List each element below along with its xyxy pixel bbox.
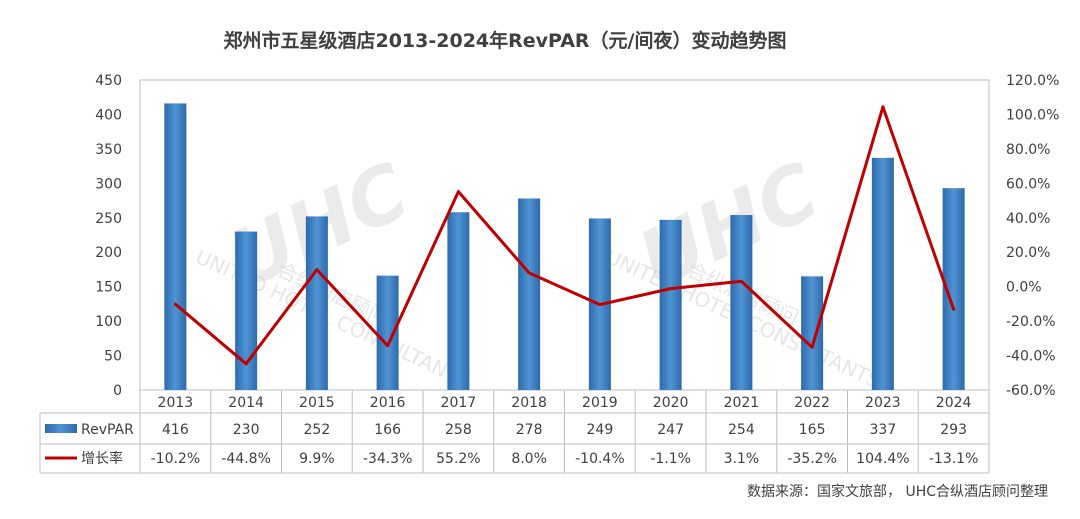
data-label: 278: [516, 422, 543, 438]
source-note: 数据来源：国家文旅部， UHC合纵酒店顾问整理: [747, 483, 1048, 500]
right-tick-label: 60.0%: [1006, 176, 1050, 192]
bar-2015: [305, 216, 328, 390]
data-label: 55.2%: [436, 451, 480, 467]
x-tick-label: 2015: [299, 395, 335, 411]
left-tick-label: 50: [104, 349, 122, 365]
x-tick-label: 2022: [794, 395, 830, 411]
data-label: -10.4%: [575, 451, 625, 467]
data-label: 8.0%: [511, 451, 547, 467]
bar-series: [164, 103, 965, 390]
growth-point-2015: [315, 268, 319, 272]
bar-2023: [871, 157, 894, 390]
data-label: 337: [870, 422, 897, 438]
x-tick-label: 2018: [511, 395, 547, 411]
legend-label-revpar: RevPAR: [81, 422, 134, 438]
bar-2022: [801, 276, 824, 390]
left-axis: 0 50 100 150 200 250 300 350 400 450: [95, 73, 122, 399]
left-tick-label: 450: [95, 73, 122, 89]
data-label: 165: [799, 422, 826, 438]
right-tick-label: 40.0%: [1006, 211, 1050, 227]
left-tick-label: 200: [95, 245, 122, 261]
data-label: -34.3%: [363, 451, 413, 467]
right-tick-label: 20.0%: [1006, 245, 1050, 261]
left-tick-label: 300: [95, 176, 122, 192]
bar-2024: [942, 188, 965, 390]
left-tick-label: 350: [95, 142, 122, 158]
data-table: 2013 2014 2015 2016 2017 2018 2019 2020 2021 2022…: [39, 390, 990, 474]
bar-2017: [447, 212, 470, 390]
right-tick-label: 120.0%: [1006, 73, 1059, 89]
data-label: -44.8%: [221, 451, 271, 467]
x-tick-label: 2016: [370, 395, 406, 411]
data-label: 104.4%: [856, 451, 909, 467]
left-tick-label: 400: [95, 107, 122, 123]
data-label: -13.1%: [929, 451, 979, 467]
growth-point-2014: [244, 362, 248, 366]
left-tick-label: 250: [95, 211, 122, 227]
growth-point-2016: [386, 344, 390, 348]
right-axis: -60.0% -40.0% -20.0% 0.0% 20.0% 40.0% 60.0% 80.…: [1006, 73, 1059, 399]
data-label: 166: [374, 422, 401, 438]
right-tick-label: 80.0%: [1006, 142, 1050, 158]
data-label: 293: [940, 422, 967, 438]
right-tick-label: -40.0%: [1006, 349, 1056, 365]
data-label: 9.9%: [299, 451, 335, 467]
x-tick-label: 2020: [653, 395, 689, 411]
data-label: -1.1%: [650, 451, 691, 467]
x-tick-label: 2017: [441, 395, 477, 411]
left-tick-label: 100: [95, 314, 122, 330]
growth-point-2013: [173, 302, 177, 306]
legend-label-growth: 增长率: [81, 450, 123, 467]
data-label: 252: [304, 422, 331, 438]
x-tick-label: 2013: [158, 395, 194, 411]
line-series: [173, 105, 956, 366]
data-label: 254: [728, 422, 755, 438]
right-tick-label: -60.0%: [1006, 383, 1056, 399]
growth-point-2017: [456, 190, 460, 194]
right-tick-label: 100.0%: [1006, 107, 1059, 123]
data-label: 258: [445, 422, 472, 438]
left-tick-label: 150: [95, 280, 122, 296]
left-tick-label: 0: [113, 383, 122, 399]
data-label: -35.2%: [787, 451, 837, 467]
right-tick-label: -20.0%: [1006, 314, 1056, 330]
x-tick-label: 2019: [582, 395, 618, 411]
x-tick-label: 2024: [936, 395, 972, 411]
right-tick-label: 0.0%: [1006, 280, 1042, 296]
data-label: -10.2%: [151, 451, 201, 467]
growth-point-2020: [669, 287, 673, 291]
bar-2014: [235, 231, 258, 390]
growth-point-2022: [810, 345, 814, 349]
legend-swatch-revpar: [45, 424, 77, 433]
bar-2016: [376, 275, 399, 390]
growth-point-2024: [952, 307, 956, 311]
growth-point-2019: [598, 303, 602, 307]
growth-point-2023: [881, 105, 885, 109]
bar-2021: [730, 215, 753, 390]
x-tick-label: 2014: [228, 395, 264, 411]
bar-2013: [164, 103, 187, 390]
x-tick-label: 2023: [865, 395, 901, 411]
growth-point-2021: [739, 279, 743, 283]
data-label: 416: [162, 422, 189, 438]
data-label: 3.1%: [724, 451, 760, 467]
growth-line: [173, 105, 956, 366]
bar-2020: [659, 219, 682, 390]
growth-point-2018: [527, 271, 531, 275]
chart-title: 郑州市五星级酒店2013-2024年RevPAR（元/间夜）变动趋势图: [223, 29, 786, 52]
data-label: 247: [657, 422, 684, 438]
data-label: 230: [233, 422, 260, 438]
data-label: 249: [587, 422, 614, 438]
bar-2018: [518, 198, 541, 390]
x-tick-label: 2021: [724, 395, 760, 411]
